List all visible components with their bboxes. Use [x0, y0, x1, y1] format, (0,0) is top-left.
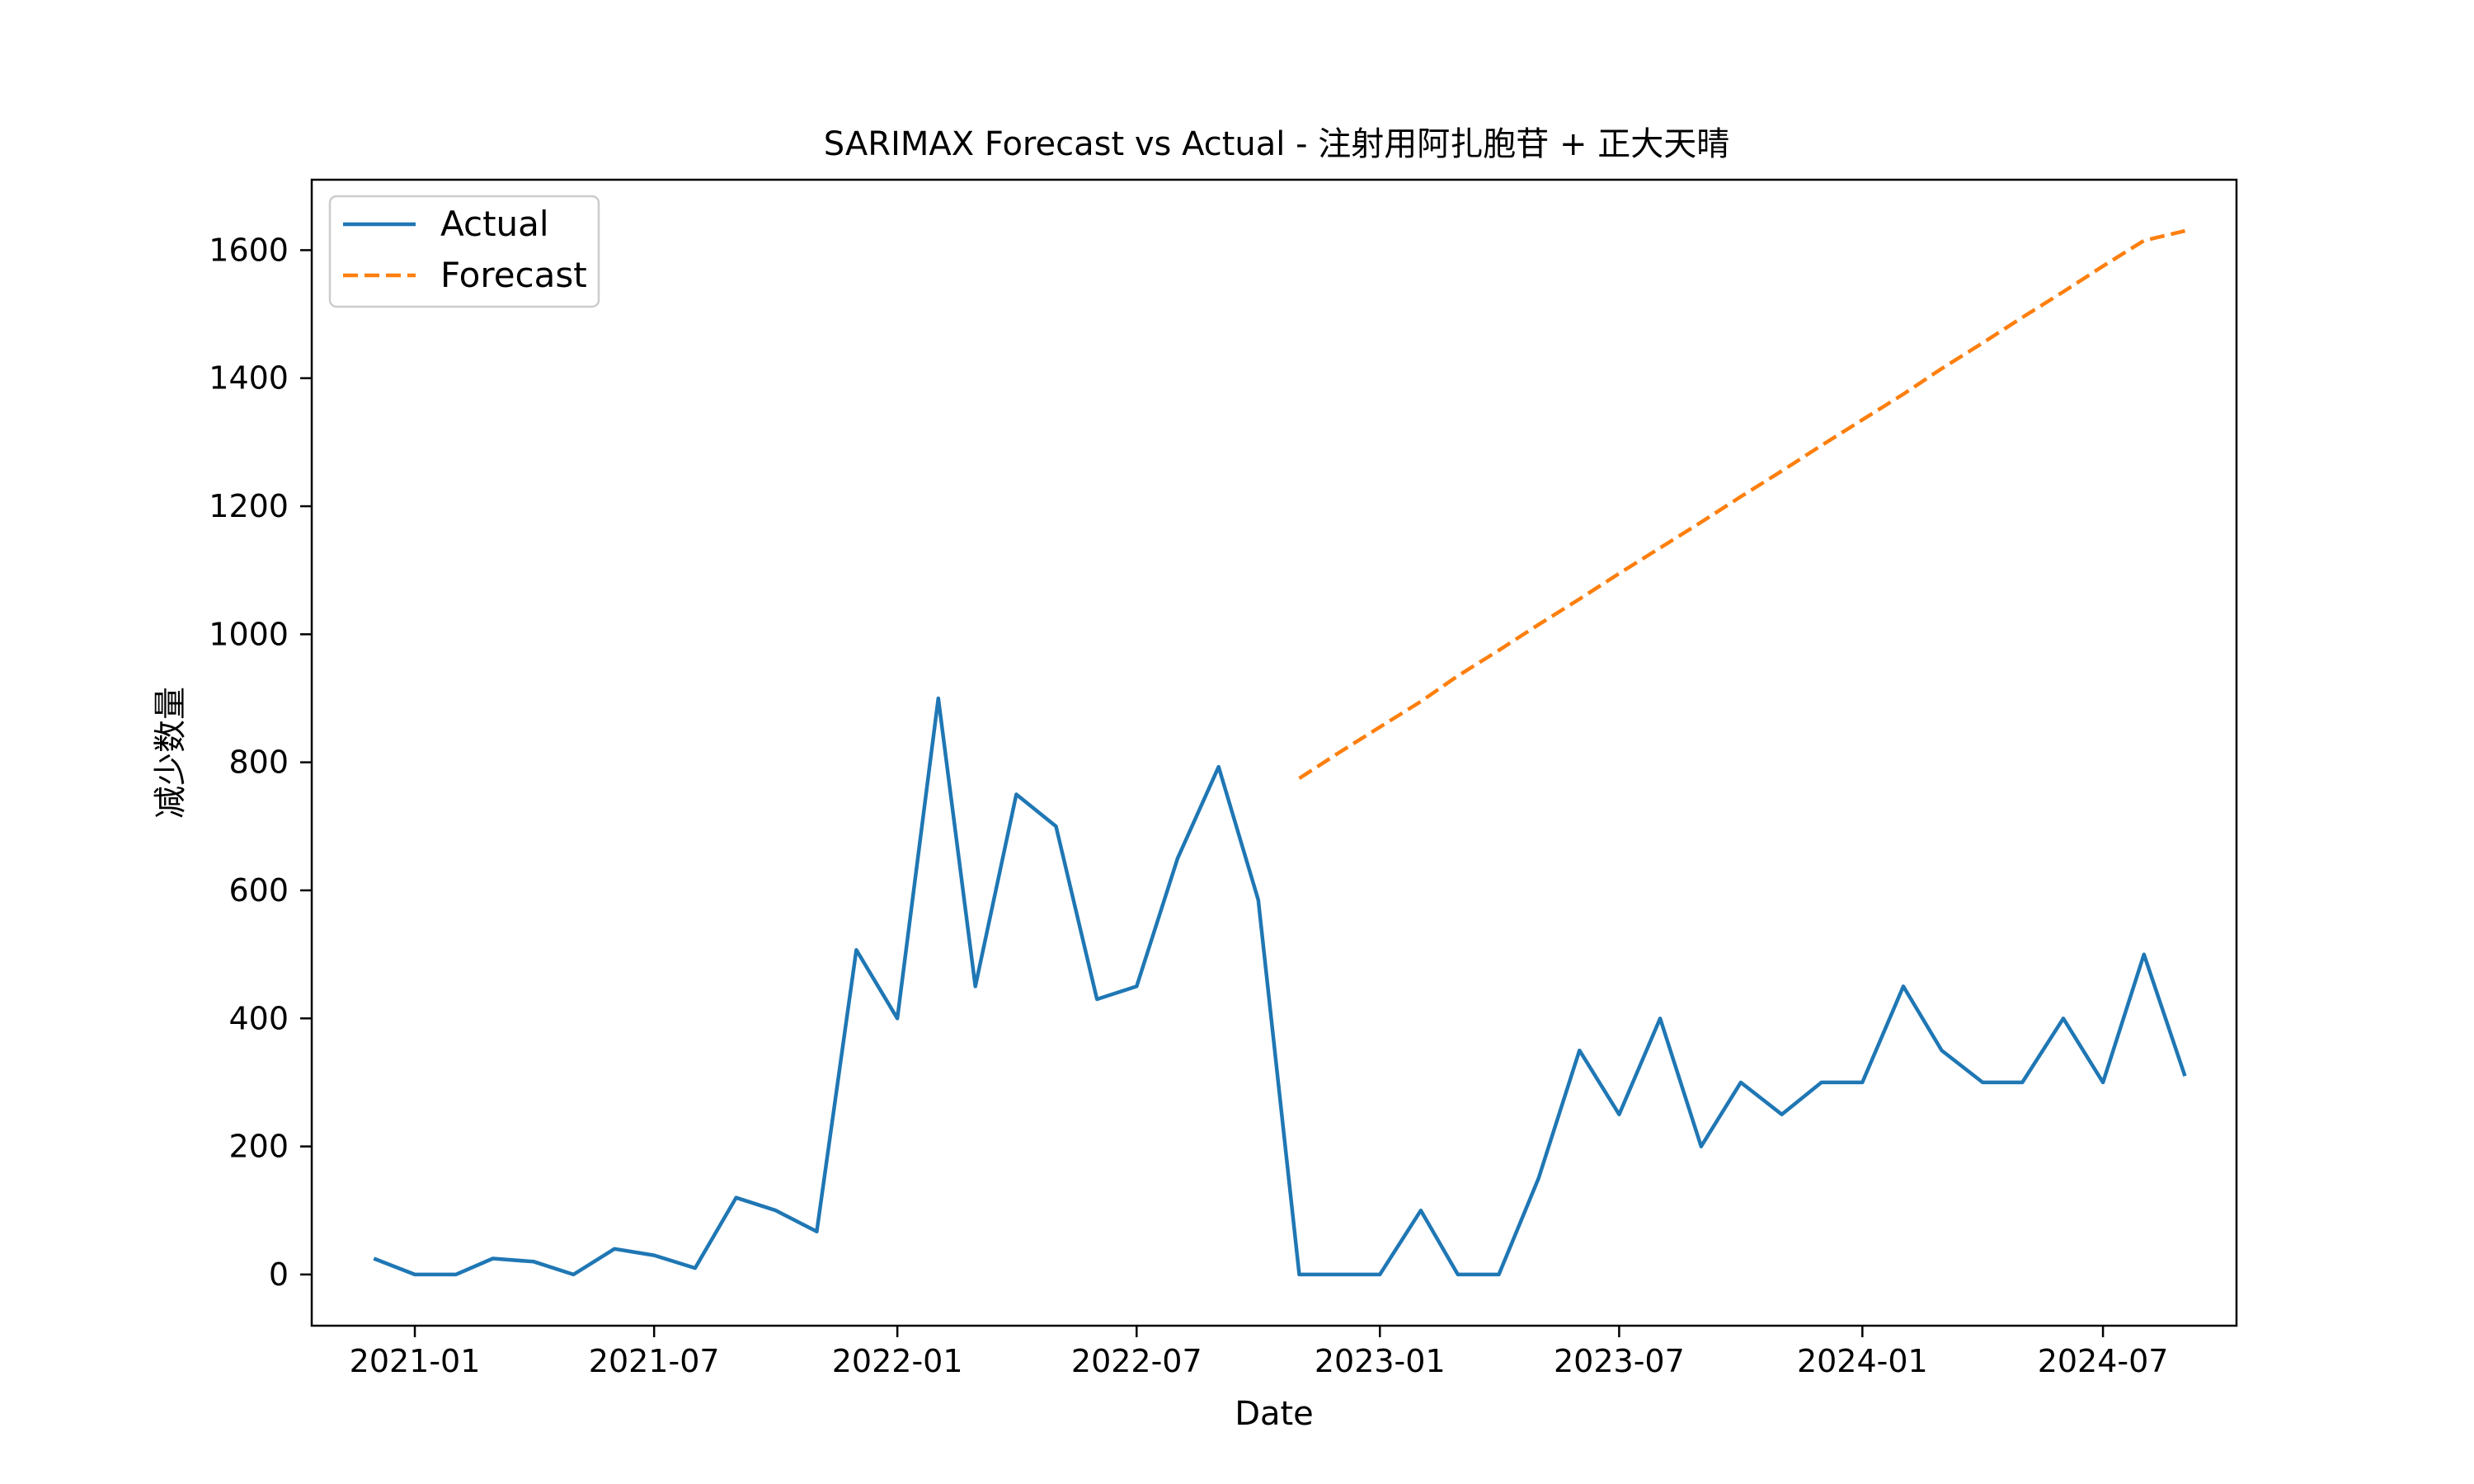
x-tick-label: 2023-07 [1554, 1343, 1685, 1379]
series-line-forecast [1298, 228, 2186, 780]
y-tick-label: 1600 [209, 232, 289, 268]
x-tick-label: 2023-01 [1315, 1343, 1446, 1379]
series-line-actual [373, 696, 2187, 1277]
y-tick-label: 0 [269, 1256, 289, 1293]
legend-label-actual: Actual [440, 204, 549, 244]
x-axis-label: Date [1235, 1395, 1314, 1433]
y-tick-label: 800 [228, 744, 289, 781]
x-tick-label: 2022-07 [1071, 1343, 1202, 1379]
y-tick-label: 1400 [209, 360, 289, 397]
plot-area [373, 228, 2187, 1277]
y-tick-label: 600 [228, 872, 289, 909]
x-tick-label: 2024-07 [2038, 1343, 2169, 1379]
x-axis: 2021-01 2021-07 2022-01 2022-07 2023-01 2023-… [350, 1326, 2169, 1379]
y-tick-label: 200 [228, 1129, 289, 1165]
x-tick-label: 2024-01 [1797, 1343, 1928, 1379]
y-tick-label: 1200 [209, 488, 289, 524]
y-tick-label: 400 [228, 1000, 289, 1036]
x-tick-label: 2022-01 [832, 1343, 963, 1379]
legend: Actual Forecast [328, 195, 600, 308]
chart-title: SARIMAX Forecast vs Actual - 注射用阿扎胞苷 + 正… [824, 125, 1729, 163]
x-tick-label: 2021-01 [350, 1343, 481, 1379]
plot-frame [310, 178, 2238, 1327]
y-axis-label: 减少数量 [152, 687, 190, 819]
y-axis: 0 200 400 600 800 1000 1200 1400 1600 [209, 232, 312, 1293]
x-tick-label: 2021-07 [589, 1343, 720, 1379]
legend-label-forecast: Forecast [440, 255, 587, 295]
y-tick-label: 1000 [209, 616, 289, 652]
